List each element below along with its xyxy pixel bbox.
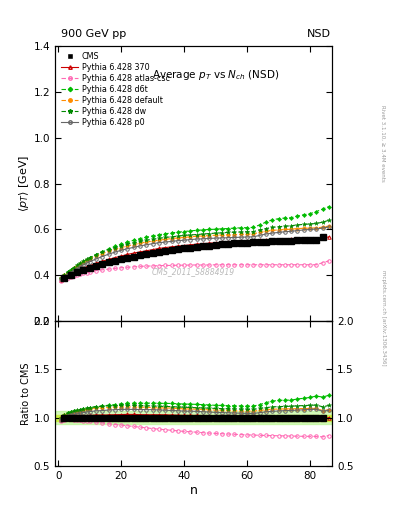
Legend: CMS, Pythia 6.428 370, Pythia 6.428 atlas-csc, Pythia 6.428 d6t, Pythia 6.428 de: CMS, Pythia 6.428 370, Pythia 6.428 atla… [58,49,172,129]
Y-axis label: $\langle p_T \rangle$ [GeV]: $\langle p_T \rangle$ [GeV] [17,155,31,212]
Text: Rivet 3.1.10, ≥ 3.4M events: Rivet 3.1.10, ≥ 3.4M events [381,105,386,182]
Bar [55,415,332,420]
X-axis label: n: n [189,483,198,497]
Text: Average $p_T$ vs $N_{ch}$ (NSD): Average $p_T$ vs $N_{ch}$ (NSD) [152,68,279,82]
Y-axis label: Ratio to CMS: Ratio to CMS [21,362,31,425]
Text: NSD: NSD [307,29,331,39]
Text: CMS_2011_S8884919: CMS_2011_S8884919 [152,267,235,276]
Text: mcplots.cern.ch [arXiv:1306.3436]: mcplots.cern.ch [arXiv:1306.3436] [381,270,386,365]
Text: 900 GeV pp: 900 GeV pp [61,29,126,39]
Bar [55,411,332,424]
